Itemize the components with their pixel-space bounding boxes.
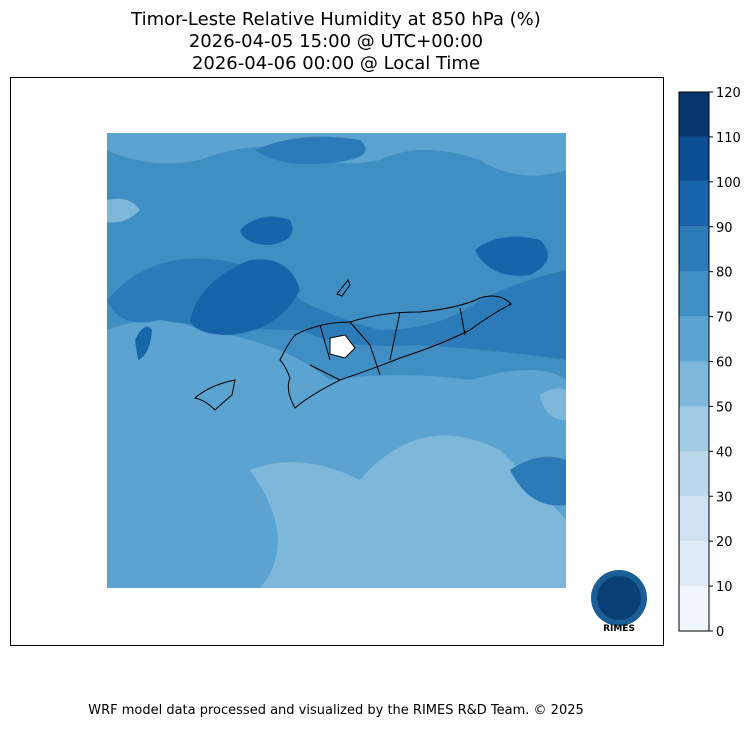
tick-label: 60 [716,356,733,371]
colorbar-bin [679,316,709,362]
tick-label: 0 [716,625,724,640]
tick-label: 90 [716,221,733,236]
colorbar-bin [679,181,709,227]
tick-label: 120 [716,86,741,101]
country-outline [193,279,512,411]
colorbar-bin [679,92,709,137]
colorbar-bin [679,361,709,407]
colorbar-bin [679,541,709,587]
colorbar-bin [679,136,709,182]
tick-label: 40 [716,445,733,460]
tick-label: 100 [716,176,741,191]
colorbar-bin [679,271,709,317]
tick-label: 30 [716,490,733,505]
tick-label: 10 [716,580,733,595]
rimes-logo: RIMES [591,570,647,634]
tick-label: 80 [716,266,733,281]
colorbar-bin [679,226,709,272]
title-line: Timor-Leste Relative Humidity at 850 hPa… [130,9,541,30]
colorbar-bin [679,496,709,542]
humidity-field [107,133,566,588]
tick-label: 50 [716,400,733,415]
tick-label: 20 [716,535,733,550]
colorbar-bin [679,586,709,631]
tick-label: 110 [716,131,741,146]
title-line: 2026-04-05 15:00 @ UTC+00:00 [189,31,483,52]
colorbar-bin [679,406,709,452]
colorbar-bin [679,451,709,497]
colorbar: 0 10 20 30 40 50 60 70 80 90 100 110 120 [678,86,741,640]
logo-text: RIMES [603,624,635,634]
title-line: 2026-04-06 00:00 @ Local Time [192,53,480,74]
tick-label: 70 [716,311,733,326]
footer: WRF model data processed and visualized … [88,703,584,718]
